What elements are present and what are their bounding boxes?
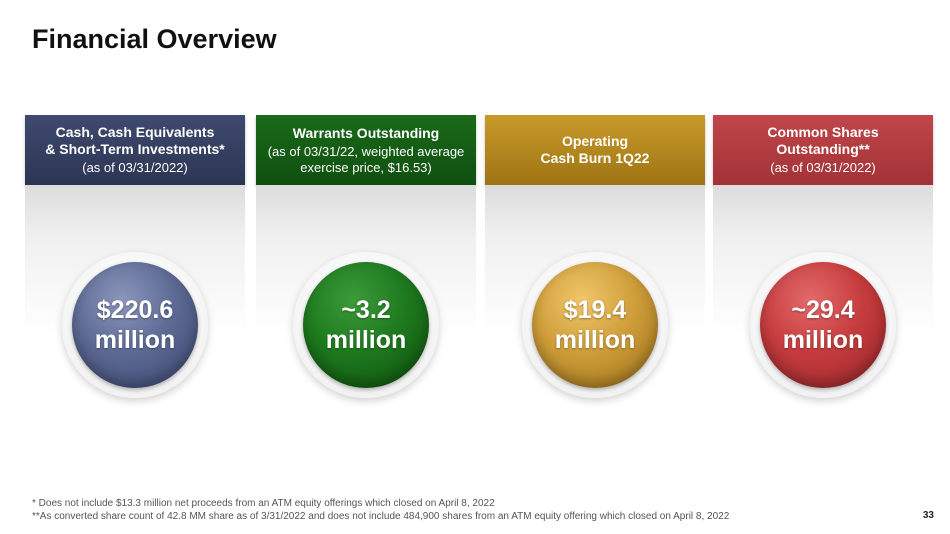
card-header: Warrants Outstanding (as of 03/31/22, we… xyxy=(256,115,476,185)
card-subtitle: (as of 03/31/2022) xyxy=(770,160,876,175)
footnote-1: * Does not include $13.3 million net pro… xyxy=(32,498,495,509)
card-header: Cash, Cash Equivalents & Short-Term Inve… xyxy=(25,115,245,185)
value-unit: million xyxy=(782,326,864,354)
value-circle-ring: ~29.4 million xyxy=(750,252,896,398)
value-amount: ~29.4 xyxy=(791,296,855,324)
value-circle: ~29.4 million xyxy=(760,262,886,388)
metric-card-warrants: Warrants Outstanding (as of 03/31/22, we… xyxy=(256,115,476,415)
value-circle: ~3.2 million xyxy=(303,262,429,388)
page-title: Financial Overview xyxy=(32,24,277,54)
footnote-2: **As converted share count of 42.8 MM sh… xyxy=(32,511,730,522)
value-circle: $19.4 million xyxy=(532,262,658,388)
card-title-line1: Cash, Cash Equivalents xyxy=(55,124,215,140)
metric-card-shares: Common Shares Outstanding** (as of 03/31… xyxy=(713,115,933,415)
value-circle: $220.6 million xyxy=(72,262,198,388)
value-unit: million xyxy=(94,326,176,354)
page-number: 33 xyxy=(922,510,934,521)
value-amount: $19.4 xyxy=(563,296,627,324)
value-unit: million xyxy=(554,326,636,354)
card-title-line2: Outstanding** xyxy=(776,141,870,157)
card-title-line1: Common Shares xyxy=(767,124,879,140)
card-title-line2: & Short-Term Investments* xyxy=(45,141,225,157)
card-header: Common Shares Outstanding** (as of 03/31… xyxy=(713,115,933,185)
card-subtitle: (as of 03/31/22, weighted average exerci… xyxy=(267,143,465,175)
value-unit: million xyxy=(325,326,407,354)
metric-card-cash-burn: Operating Cash Burn 1Q22 $19.4 million xyxy=(485,115,705,415)
value-amount: ~3.2 xyxy=(341,296,391,324)
card-title-line1: Operating xyxy=(561,133,629,149)
value-circle-ring: ~3.2 million xyxy=(293,252,439,398)
card-header: Operating Cash Burn 1Q22 xyxy=(485,115,705,185)
card-title-line2: Cash Burn 1Q22 xyxy=(540,150,650,166)
footnotes: * Does not include $13.3 million net pro… xyxy=(32,497,892,523)
value-circle-ring: $220.6 million xyxy=(62,252,208,398)
card-subtitle: (as of 03/31/2022) xyxy=(82,160,188,175)
metric-card-cash: Cash, Cash Equivalents & Short-Term Inve… xyxy=(25,115,245,415)
value-circle-ring: $19.4 million xyxy=(522,252,668,398)
value-amount: $220.6 xyxy=(96,296,174,324)
card-title-line1: Warrants Outstanding xyxy=(292,124,440,141)
